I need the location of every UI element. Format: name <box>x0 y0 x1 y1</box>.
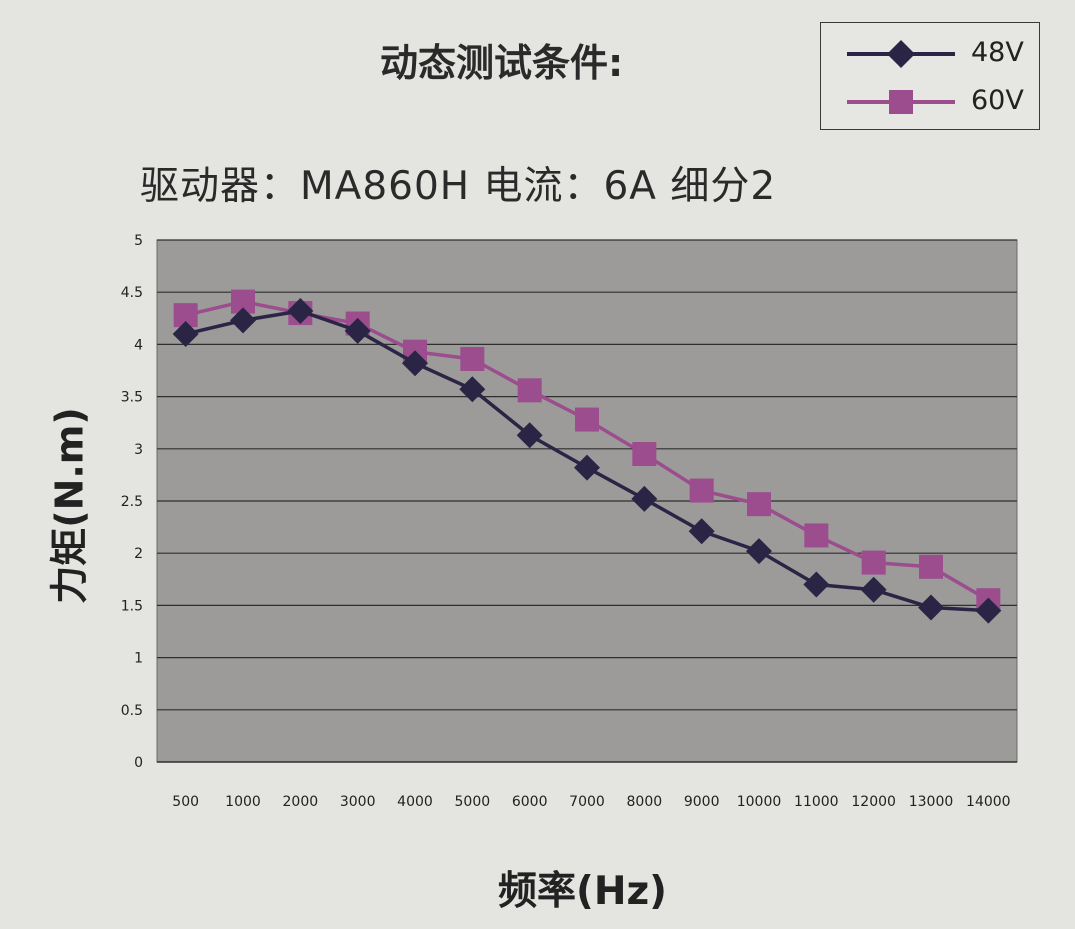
y-tick-label: 0 <box>134 755 143 771</box>
data-point-48v <box>975 597 1002 624</box>
x-tick-label: 3000 <box>340 794 376 810</box>
data-point-60v <box>460 347 485 372</box>
x-tick-label: 500 <box>172 794 199 810</box>
chart-title: 动态测试条件: <box>380 41 624 85</box>
x-tick-label: 13000 <box>909 794 954 810</box>
x-tick-label: 10000 <box>737 794 782 810</box>
y-tick-label: 1.5 <box>121 598 143 614</box>
data-point-60v <box>804 523 829 548</box>
data-point-48v <box>631 485 658 512</box>
data-point-48v <box>574 454 600 481</box>
data-point-48v <box>918 594 944 621</box>
y-tick-label: 3.5 <box>121 390 143 406</box>
chart-subtitle: 驱动器：MA860H 电流：6A 细分2 <box>140 164 777 209</box>
legend-label-60v: 60V <box>971 85 1024 116</box>
data-point-48v <box>459 376 486 403</box>
legend-item-48v: 48V <box>821 33 1041 73</box>
y-tick-label: 0.5 <box>121 703 143 719</box>
x-tick-label: 2000 <box>283 794 319 810</box>
legend-label-48v: 48V <box>971 37 1024 68</box>
y-tick-label: 1 <box>134 651 143 667</box>
data-point-48v <box>230 307 256 334</box>
x-tick-label: 12000 <box>851 794 896 810</box>
x-tick-label: 1000 <box>225 794 261 810</box>
y-tick-label: 2.5 <box>121 494 143 510</box>
data-point-48v <box>860 576 887 603</box>
data-point-48v <box>516 422 543 449</box>
data-point-60v <box>689 478 714 503</box>
x-axis-title: 频率(Hz) <box>498 869 667 914</box>
x-tick-label: 6000 <box>512 794 548 810</box>
x-tick-label: 9000 <box>684 794 720 810</box>
x-tick-label: 14000 <box>966 794 1011 810</box>
y-tick-label: 4 <box>134 337 143 353</box>
data-point-60v <box>861 550 886 575</box>
data-point-60v <box>632 442 657 467</box>
x-tick-label: 4000 <box>397 794 433 810</box>
data-point-48v <box>803 571 830 598</box>
data-point-48v <box>746 538 772 565</box>
legend: 48V 60V <box>820 22 1040 130</box>
y-tick-label: 3 <box>134 442 143 458</box>
y-tick-label: 2 <box>134 546 143 562</box>
data-point-48v <box>287 297 314 324</box>
data-point-48v <box>344 317 371 344</box>
data-point-60v <box>517 378 542 403</box>
legend-marker-60v <box>847 90 955 114</box>
data-point-60v <box>575 407 599 432</box>
data-point-60v <box>747 492 771 517</box>
y-tick-label: 4.5 <box>121 285 143 301</box>
x-tick-label: 5000 <box>455 794 491 810</box>
y-axis-title: 力矩(N.m) <box>47 407 92 604</box>
legend-marker-48v <box>847 40 955 68</box>
x-tick-label: 11000 <box>794 794 839 810</box>
x-tick-label: 8000 <box>627 794 663 810</box>
data-point-60v <box>919 554 943 579</box>
data-point-48v <box>688 518 715 545</box>
data-point-48v <box>172 320 199 347</box>
data-point-48v <box>402 350 428 377</box>
x-tick-label: 7000 <box>569 794 605 810</box>
legend-item-60v: 60V <box>821 81 1041 121</box>
y-tick-label: 5 <box>134 233 143 249</box>
